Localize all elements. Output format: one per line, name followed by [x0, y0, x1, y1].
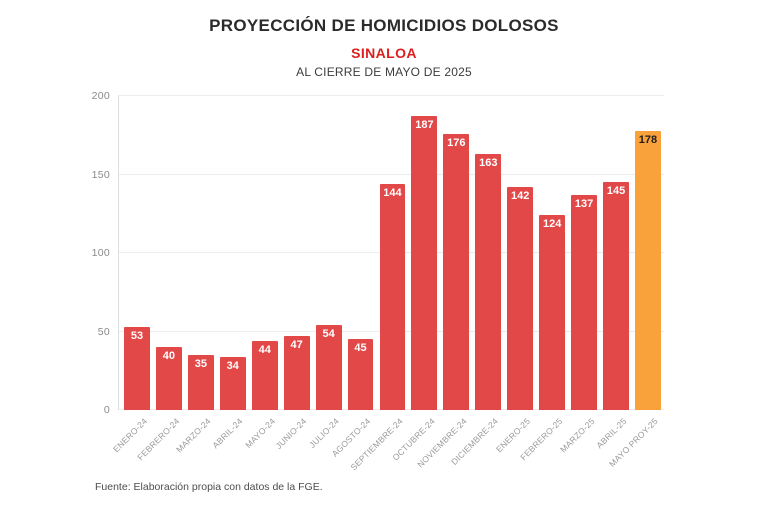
- bar: 124: [539, 215, 566, 410]
- bar: 45: [347, 339, 374, 410]
- bar: 35: [187, 355, 214, 410]
- bar-slot: 187 OCTUBRE-24: [390, 96, 440, 463]
- bar-value-label: 35: [194, 358, 207, 371]
- bar: 34: [219, 356, 246, 410]
- bar-value-label: 45: [354, 342, 367, 355]
- y-axis-tick-label: 150: [91, 168, 110, 181]
- bar-slot: 124 FEBRERO-25: [518, 96, 568, 462]
- bar-highlighted: 178: [635, 130, 661, 410]
- bar-slot: 53 ENERO-24: [111, 96, 153, 454]
- bar-value-label: 163: [479, 157, 498, 170]
- bar: 53: [124, 326, 150, 410]
- bar-slot: 44 MAYO-24: [243, 96, 281, 450]
- bar-value-label: 137: [574, 197, 594, 210]
- bars: 53 ENERO-24 40 FEBRERO-24 35 MARZO-24 34 ABRIL-…: [111, 96, 664, 472]
- bar-value-label: 53: [130, 329, 144, 342]
- bar: 187: [411, 116, 438, 410]
- bar-slot: 54 JULIO-24: [307, 96, 345, 450]
- bar: 145: [603, 182, 629, 410]
- bar-slot: 144 SEPTIEMBRE-24: [348, 96, 409, 472]
- bar-slot: 35 MARZO-24: [174, 96, 217, 455]
- bar-value-label: 142: [511, 190, 530, 203]
- y-axis: 0 50 100 150 200: [0, 90, 112, 416]
- x-axis-label: MAYO-24: [242, 416, 277, 451]
- bar-slot: 142 ENERO-25: [494, 96, 536, 454]
- bar-value-label: 54: [322, 328, 335, 341]
- y-axis-tick-label: 50: [97, 325, 110, 338]
- bar-value-label: 47: [290, 339, 303, 352]
- page-title: PROYECCIÓN DE HOMICIDIOS DOLOSOS: [209, 16, 559, 35]
- bar-value-label: 34: [226, 359, 239, 372]
- gridline: [118, 173, 664, 175]
- plot-area: 53 ENERO-24 40 FEBRERO-24 35 MARZO-24 34 ABRIL-…: [111, 95, 664, 472]
- bar-slot: 137 MARZO-25: [558, 96, 600, 455]
- x-axis-label: JUNIO-24: [273, 416, 309, 451]
- x-axis-label: ABRIL-24: [210, 416, 245, 451]
- bar-slot: 47 JUNIO-24: [274, 96, 313, 451]
- bar-value-label: 124: [542, 218, 562, 231]
- bar: 137: [571, 194, 598, 410]
- bar: 163: [475, 154, 502, 410]
- bar-value-label: 178: [638, 133, 658, 146]
- bar-value-label: 145: [606, 185, 626, 198]
- bar-value-label: 176: [447, 136, 466, 149]
- bar-value-label: 187: [415, 119, 434, 132]
- bar: 144: [379, 183, 406, 410]
- bar-slot: 163 DICIEMBRE-24: [449, 96, 504, 467]
- y-axis-tick-label: 100: [91, 247, 110, 259]
- bar-slot: 45 AGOSTO-24: [330, 96, 377, 459]
- bar: 176: [443, 133, 470, 410]
- bar: 40: [155, 347, 182, 410]
- bar-value-label: 40: [162, 350, 176, 363]
- y-axis-tick-label: 0: [103, 404, 110, 416]
- bar: 54: [315, 325, 342, 410]
- bar-slot: 40 FEBRERO-24: [135, 96, 185, 462]
- source-note: Fuente: Elaboración propia con datos de …: [95, 481, 323, 493]
- bar-value-label: 44: [258, 343, 271, 356]
- bar-slot: 176 NOVIEMBRE-24: [415, 96, 472, 470]
- y-axis-tick-label: 200: [91, 90, 110, 102]
- bar: 44: [251, 340, 278, 410]
- bar: 47: [283, 336, 310, 410]
- bar-slot: 34 ABRIL-24: [211, 96, 249, 450]
- chart-subtitle-state: SINALOA: [351, 45, 417, 61]
- bar-slot: 178 MAYO PROY-25: [607, 96, 664, 469]
- gridline: [118, 95, 664, 96]
- y-axis-line: [118, 96, 119, 410]
- chart-period-label: AL CIERRE DE MAYO DE 2025: [296, 65, 472, 79]
- bar: 142: [507, 187, 534, 410]
- bar-slot: 145 ABRIL-25: [594, 96, 632, 450]
- bar-value-label: 144: [383, 186, 402, 199]
